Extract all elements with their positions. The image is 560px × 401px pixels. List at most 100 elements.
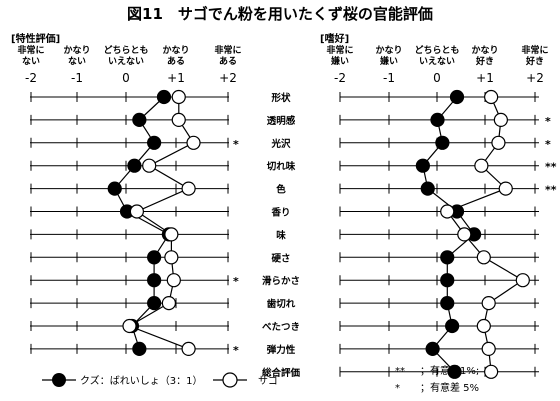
data-point-open [484, 89, 499, 105]
data-point-open [181, 181, 196, 196]
attribute-label: 色 [276, 184, 286, 196]
header-label: 非常に好き [521, 44, 548, 67]
legend-marker-open [222, 372, 238, 388]
data-point-filled [430, 112, 445, 128]
tick-label: -2 [334, 71, 346, 85]
data-point-filled [425, 341, 440, 356]
data-point-filled [435, 135, 450, 150]
header-line: どちらとも [103, 44, 148, 56]
data-point-filled [147, 250, 162, 265]
header-line: 非常に [326, 44, 353, 56]
attribute-label: 滑らかさ [262, 275, 300, 287]
data-point-filled [147, 296, 162, 311]
legend-label-a: クズ：ばれいしょ（3：1） [80, 374, 203, 387]
header-line: 好き [475, 55, 494, 67]
data-point-filled [156, 89, 172, 105]
data-point-open [515, 273, 530, 288]
data-point-open [484, 364, 499, 379]
header-label: どちらともいえない [414, 44, 459, 67]
tick-label: +1 [476, 71, 494, 85]
data-point-open [474, 158, 489, 173]
attribute-label: 光沢 [270, 138, 291, 150]
attribute-label: べたつき [262, 322, 300, 333]
significance-mark: ** [545, 161, 557, 174]
attribute-label: 歯切れ [267, 298, 296, 310]
tick-label: -1 [71, 71, 83, 85]
data-point-open [498, 181, 513, 196]
header-line: 嫌い [379, 55, 398, 67]
data-point-filled [132, 341, 147, 356]
legend-marker-filled [52, 373, 66, 387]
legend: クズ：ばれいしょ（3：1） サゴ [42, 372, 278, 388]
data-point-open [161, 296, 176, 311]
significance-mark: * [545, 138, 551, 151]
header-line: どちらとも [414, 44, 459, 56]
significance-notes: ** ；有意差1%; * ；有意差 5% [395, 364, 479, 394]
header-line: ない [68, 56, 86, 67]
section-label: [特性評価] [11, 32, 60, 45]
tick-label: 0 [122, 71, 130, 85]
header-label: 非常にない [17, 44, 44, 67]
header-label: かなりない [63, 45, 90, 67]
header-line: かなり [375, 45, 402, 56]
significance-mark: * [233, 138, 239, 151]
data-point-filled [440, 250, 455, 265]
data-point-open [491, 135, 506, 150]
header-line: 嫌い [330, 55, 349, 67]
attribute-label: 味 [276, 229, 286, 241]
header-line: いえない [419, 56, 455, 67]
header-label: かなり嫌い [375, 45, 402, 67]
tick-label: +1 [167, 71, 185, 85]
section-label: [嗜好] [320, 32, 349, 45]
data-point-filled [147, 273, 162, 288]
significance-mark: * [233, 275, 239, 288]
data-point-filled [132, 112, 147, 128]
data-point-filled [445, 318, 460, 334]
header-line: ない [22, 56, 40, 67]
tick-label: +2 [219, 71, 237, 85]
data-point-open [481, 296, 496, 311]
header-line: 好き [525, 55, 544, 67]
tick-label: +2 [526, 71, 544, 85]
significance-mark: * [233, 344, 239, 357]
attribute-label: 切れ味 [267, 161, 296, 173]
data-point-filled [420, 181, 435, 196]
data-point-open [440, 204, 455, 219]
header-line: かなり [63, 45, 90, 56]
note-2-text: ；有意差 5% [420, 381, 479, 394]
data-point-open [166, 273, 181, 288]
data-point-open [181, 341, 196, 356]
data-point-filled [440, 273, 455, 288]
header-line: 非常に [214, 44, 241, 56]
note-1-mark: ** [395, 366, 405, 377]
tick-label: 0 [433, 71, 441, 85]
data-point-open [171, 112, 186, 128]
data-point-open [171, 89, 186, 105]
data-point-filled [415, 158, 430, 173]
note-1-text: ；有意差1%; [420, 364, 479, 377]
tick-label: -2 [25, 71, 37, 85]
significance-mark: * [545, 115, 551, 128]
data-point-filled [449, 89, 465, 105]
series-line-2 [128, 97, 195, 350]
data-point-open [129, 204, 144, 219]
attribute-label: 透明感 [267, 115, 296, 127]
data-point-open [457, 227, 472, 242]
attribute-label: 形状 [271, 92, 291, 104]
attribute-label: 総合評価 [262, 367, 301, 379]
series-line-1 [113, 96, 170, 350]
figure-title: 図11 サゴでん粉を用いたくず桜の官能評価 [127, 5, 433, 23]
tick-label: -1 [383, 71, 395, 85]
significance-mark: ** [545, 184, 557, 197]
header-label: かなり好き [471, 45, 498, 67]
header-line: かなり [471, 45, 498, 56]
data-point-filled [440, 296, 455, 311]
header-line: 非常に [521, 44, 548, 56]
data-point-filled [447, 364, 462, 379]
data-point-open [493, 112, 508, 128]
data-point-filled [147, 135, 162, 150]
